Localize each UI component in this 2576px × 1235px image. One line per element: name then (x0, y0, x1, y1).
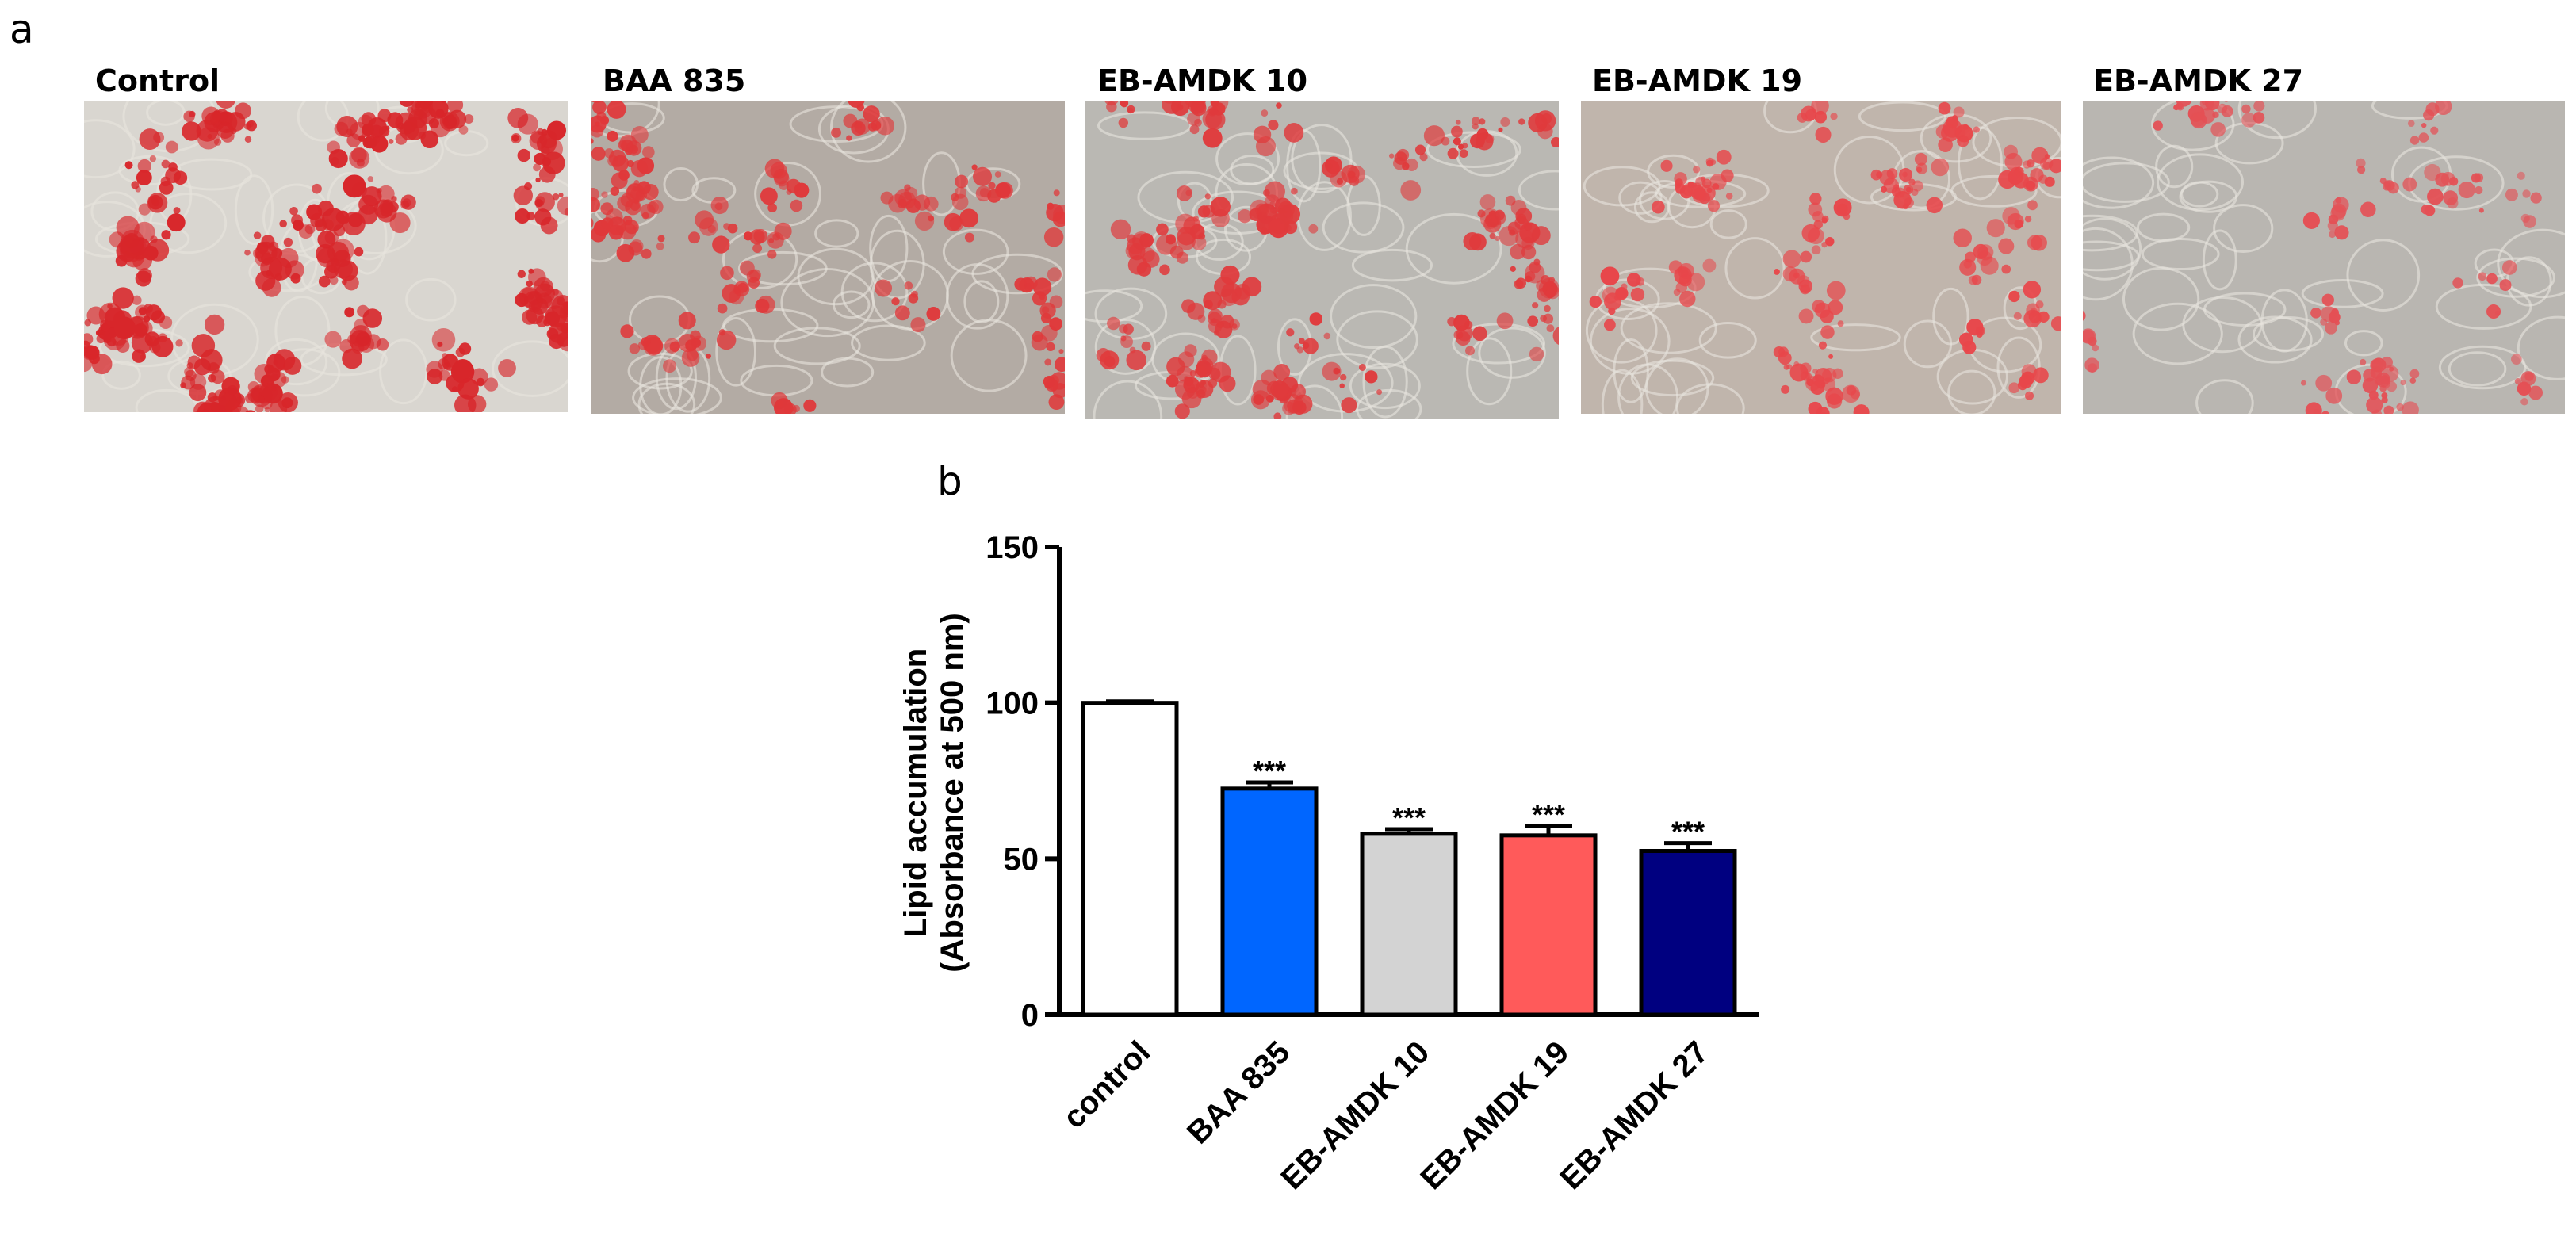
x-tick-label: EB-AMDK 19 (1414, 1034, 1575, 1196)
x-tick-label: control (1056, 1034, 1157, 1135)
y-axis-title-line: (Absorbance at 500 nm) (935, 613, 970, 972)
y-tick-label: 150 (986, 530, 1039, 565)
micrograph-image (591, 101, 1065, 414)
bar (1081, 701, 1179, 1017)
y-tick-label: 50 (1004, 842, 1039, 877)
bar (1639, 849, 1737, 1017)
y-axis-title: Lipid accumulation(Absorbance at 500 nm) (898, 613, 970, 972)
micrograph-image (2083, 101, 2565, 414)
micrograph-title: BAA 835 (603, 63, 746, 98)
y-tick-label: 0 (1021, 998, 1039, 1033)
y-axis-title-line: Lipid accumulation (898, 648, 933, 937)
x-tick-label: EB-AMDK 27 (1553, 1034, 1715, 1196)
bar (1220, 786, 1319, 1017)
panel-label-b: b (937, 458, 963, 504)
significance-label: *** (1671, 816, 1705, 848)
x-tick-label: BAA 835 (1181, 1034, 1296, 1150)
micrograph-title: EB-AMDK 19 (1592, 63, 1803, 98)
micrograph-title: Control (95, 63, 220, 98)
bar (1499, 833, 1598, 1017)
x-tick-label: EB-AMDK 10 (1274, 1034, 1436, 1196)
panel-label-a: a (10, 6, 34, 52)
significance-label: *** (1253, 755, 1286, 787)
micrograph-image (1581, 101, 2061, 414)
significance-label: *** (1532, 798, 1565, 831)
bar (1360, 832, 1458, 1017)
micrograph-image (1085, 101, 1559, 419)
micrograph-image (84, 101, 568, 412)
significance-label: *** (1392, 801, 1426, 834)
micrograph-title: EB-AMDK 27 (2093, 63, 2304, 98)
y-tick-label: 100 (986, 686, 1039, 721)
micrograph-title: EB-AMDK 10 (1097, 63, 1308, 98)
